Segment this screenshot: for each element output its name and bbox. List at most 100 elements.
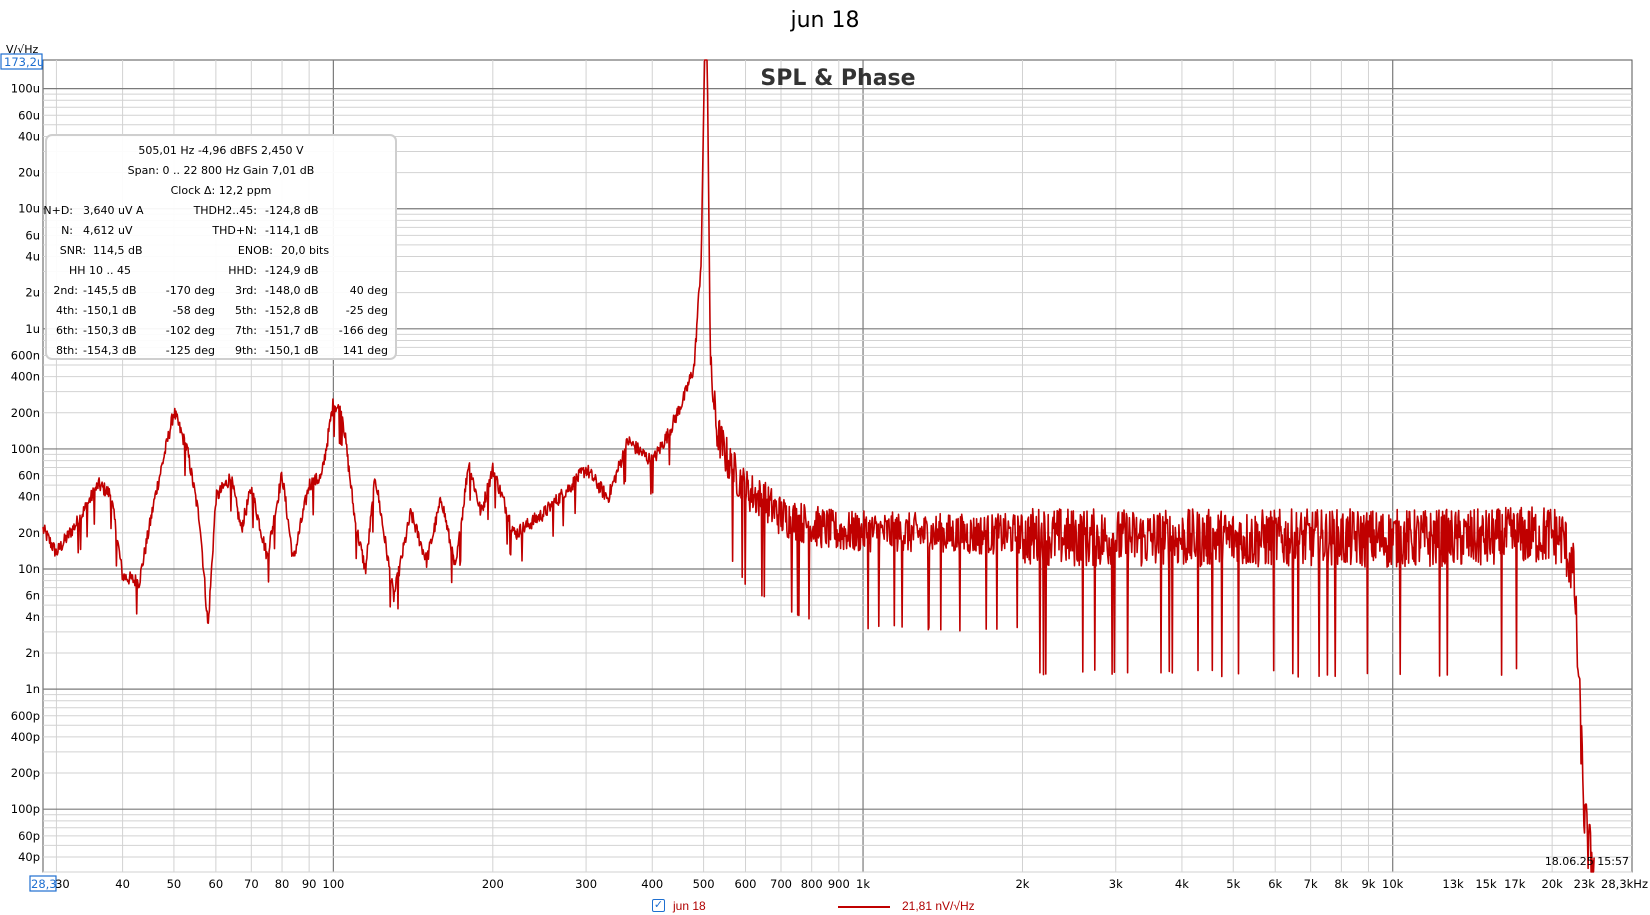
harmonic-3-phase: 40 deg <box>349 284 388 297</box>
y-tick-label: 60u <box>18 108 40 122</box>
info-line-span: Span: 0 .. 22 800 Hz Gain 7,01 dB <box>127 164 315 177</box>
x-tick-label: 17k <box>1504 877 1526 891</box>
y-top-readout-box[interactable] <box>0 53 43 70</box>
harmonic-3-label: 3rd: <box>234 284 257 297</box>
x-tick-labels: 30 40 50 60 70 80 90 100 200 300 400 500 600 700 800 90… <box>55 877 1648 891</box>
y-top-readout[interactable]: 173,2u <box>4 55 44 69</box>
series-visibility-checkbox[interactable]: ✓ <box>652 899 665 912</box>
x-tick-label: 800 <box>801 877 823 891</box>
x-left-readout-box[interactable] <box>29 875 57 892</box>
timestamp: 18.06.25 15:57 <box>1545 855 1629 868</box>
y-tick-label: 600p <box>11 709 40 723</box>
harmonic-4-label: 4th: <box>56 304 78 317</box>
harmonic-8-phase: -125 deg <box>165 344 215 357</box>
series-line-jun-18 <box>42 59 1595 873</box>
x-left-readout[interactable]: 28,3 <box>31 877 57 891</box>
x-tick-label: 30 <box>55 877 70 891</box>
y-tick-label: 2n <box>25 646 40 660</box>
x-tick-label: 60 <box>209 877 224 891</box>
y-tick-label: 40n <box>18 490 40 504</box>
y-tick-label: 4u <box>25 250 40 264</box>
x-tick-label: 7k <box>1304 877 1318 891</box>
x-tick-label: 3k <box>1109 877 1123 891</box>
y-tick-label: 1n <box>25 682 40 696</box>
x-tick-label: 23k <box>1574 877 1596 891</box>
x-tick-label: 70 <box>244 877 259 891</box>
snr-value: 114,5 dB <box>93 244 143 257</box>
x-tick-label: 28,3kHz <box>1601 877 1648 891</box>
n-value: 4,612 uV <box>83 224 133 237</box>
y-tick-label: 2u <box>25 286 40 300</box>
n-label: N: <box>61 224 73 237</box>
x-tick-label: 200 <box>482 877 504 891</box>
legend: ✓ jun 18 21,81 nV/√Hz <box>0 899 1650 915</box>
y-tick-label: 400p <box>11 730 40 744</box>
x-tick-label: 4k <box>1175 877 1189 891</box>
info-line-clock: Clock Δ: 12,2 ppm <box>170 184 272 197</box>
info-line-frequency: 505,01 Hz -4,96 dBFS 2,450 V <box>138 144 304 157</box>
y-tick-label: 40u <box>18 129 40 143</box>
legend-line-swatch <box>838 906 890 908</box>
hhd-value: -124,9 dB <box>265 264 319 277</box>
x-tick-label: 15k <box>1475 877 1497 891</box>
x-tick-label: 50 <box>167 877 182 891</box>
y-tick-label: 600n <box>11 348 40 362</box>
measurement-info-box: 505,01 Hz -4,96 dBFS 2,450 V Span: 0 .. … <box>43 134 397 360</box>
x-tick-label: 9k <box>1361 877 1375 891</box>
harmonic-8-label: 8th: <box>56 344 78 357</box>
enob-label: ENOB: <box>237 244 273 257</box>
harmonic-8-value: -154,3 dB <box>83 344 137 357</box>
y-tick-label: 100u <box>11 82 40 96</box>
harmonic-6-value: -150,3 dB <box>83 324 137 337</box>
y-tick-label: 4n <box>25 610 40 624</box>
y-tick-label: 10n <box>18 562 40 576</box>
x-tick-label: 8k <box>1334 877 1348 891</box>
x-tick-label: 6k <box>1268 877 1282 891</box>
harmonic-9-phase: 141 deg <box>342 344 388 357</box>
harmonic-4-phase: -58 deg <box>172 304 215 317</box>
y-tick-label: 1u <box>25 322 40 336</box>
harmonic-2-value: -145,5 dB <box>83 284 137 297</box>
harmonic-2-label: 2nd: <box>53 284 78 297</box>
hh-label: HH 10 .. 45 <box>69 264 132 277</box>
thd-label: THDH2..45: <box>193 204 257 217</box>
x-tick-label: 300 <box>575 877 597 891</box>
snr-label: SNR: <box>59 244 86 257</box>
harmonic-5-value: -152,8 dB <box>265 304 319 317</box>
x-tick-label: 2k <box>1015 877 1029 891</box>
harmonic-6-phase: -102 deg <box>165 324 215 337</box>
y-tick-label: 60n <box>18 469 40 483</box>
x-tick-label: 10k <box>1382 877 1404 891</box>
y-tick-label: 100p <box>11 802 40 816</box>
x-tick-label: 700 <box>770 877 792 891</box>
x-tick-label: 100 <box>322 877 344 891</box>
enob-value: 20,0 bits <box>281 244 330 257</box>
y-tick-labels: 100u 60u 40u 20u 10u 6u 4u 2u 1u 600n 400n 200n 100n… <box>11 82 40 864</box>
x-tick-label: 40 <box>115 877 130 891</box>
harmonic-7-phase: -166 deg <box>338 324 388 337</box>
nd-value: 3,640 uV A <box>83 204 144 217</box>
legend-series-name[interactable]: jun 18 <box>673 899 706 913</box>
thdn-label: THD+N: <box>212 224 257 237</box>
x-tick-label: 13k <box>1442 877 1464 891</box>
harmonic-5-phase: -25 deg <box>345 304 388 317</box>
nd-label: N+D: <box>43 204 73 217</box>
y-tick-label: 6n <box>25 589 40 603</box>
y-tick-label: 40p <box>18 850 40 864</box>
harmonic-7-label: 7th: <box>235 324 257 337</box>
x-tick-label: 600 <box>735 877 757 891</box>
spectrum-trace <box>42 59 1595 873</box>
harmonic-6-label: 6th: <box>56 324 78 337</box>
hhd-label: HHD: <box>228 264 257 277</box>
legend-series-value: 21,81 nV/√Hz <box>902 899 975 913</box>
y-tick-label: 100n <box>11 442 40 456</box>
x-tick-label: 400 <box>641 877 663 891</box>
y-unit-label: V/√Hz <box>6 43 39 56</box>
harmonic-9-label: 9th: <box>235 344 257 357</box>
chart-title: SPL & Phase <box>760 66 915 91</box>
y-tick-label: 20n <box>18 526 40 540</box>
y-tick-label: 6u <box>25 228 40 242</box>
y-tick-label: 60p <box>18 829 40 843</box>
harmonic-9-value: -150,1 dB <box>265 344 319 357</box>
harmonic-7-value: -151,7 dB <box>265 324 319 337</box>
